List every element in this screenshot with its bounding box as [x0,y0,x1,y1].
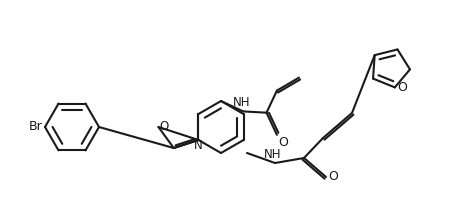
Text: N: N [194,139,203,152]
Text: O: O [159,121,169,133]
Text: NH: NH [264,148,282,161]
Text: O: O [328,171,338,184]
Text: O: O [278,136,288,149]
Text: Br: Br [29,121,43,133]
Text: O: O [397,81,407,94]
Text: NH: NH [233,96,251,109]
